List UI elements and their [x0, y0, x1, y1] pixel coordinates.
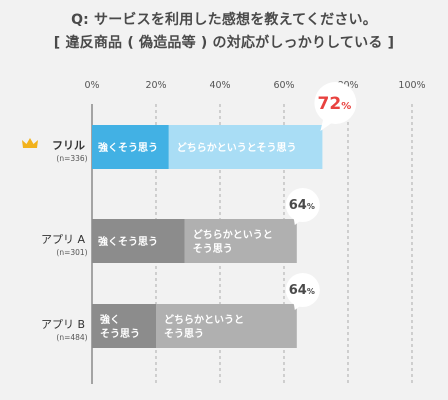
bar-segment-label: どちらかというと: [164, 313, 244, 326]
value-label: 64%: [289, 283, 315, 298]
bar-segment-strong: [92, 304, 156, 348]
x-tick-label: 40%: [209, 80, 230, 91]
bar-segment-label: 強く: [100, 313, 120, 326]
value-bubble: [285, 188, 320, 222]
x-tick-label: 60%: [273, 80, 294, 91]
bar-segment-label: そう思う: [164, 328, 204, 340]
bar-segment-label: そう思う: [193, 243, 233, 255]
x-tick-label: 20%: [145, 80, 166, 91]
bar-segment-weak: [168, 125, 323, 169]
x-tick-label: 80%: [337, 80, 358, 91]
bar-segment-label: 強くそう思う: [98, 235, 158, 248]
value-bubble: [285, 273, 320, 307]
bar-segment-label: どちらかというとそう思う: [177, 141, 297, 154]
bar-segment-label: どちらかというと: [193, 228, 273, 241]
chart-subtitle: [ 違反商品 ( 偽造品等 ) の対応がしっかりしている ]: [53, 35, 395, 51]
value-unit: %: [307, 287, 315, 296]
crown-icon: [22, 138, 38, 148]
value-bubble: [314, 82, 357, 124]
category-label: フリル: [52, 139, 85, 152]
value-label: 64%: [289, 198, 315, 213]
value-unit: %: [341, 101, 351, 112]
value-unit: %: [307, 202, 315, 211]
category-label: アプリ B: [41, 318, 85, 331]
chart-title: Q: サービスを利用した感想を教えてください。: [71, 12, 377, 28]
bar-segment-label: そう思う: [100, 328, 140, 340]
bar-segment-strong: [92, 125, 169, 169]
category-label: アプリ A: [41, 233, 85, 246]
category-sample-size: (n=484): [56, 333, 87, 342]
category-sample-size: (n=336): [56, 154, 87, 163]
bar-segment-weak: [184, 219, 297, 263]
bar-segment-weak: [156, 304, 297, 348]
x-tick-label: 100%: [398, 80, 425, 91]
x-tick-label: 0%: [84, 80, 99, 91]
bar-segment-strong: [92, 219, 185, 263]
category-sample-size: (n=301): [56, 248, 87, 257]
bar-segment-label: 強くそう思う: [98, 141, 158, 154]
